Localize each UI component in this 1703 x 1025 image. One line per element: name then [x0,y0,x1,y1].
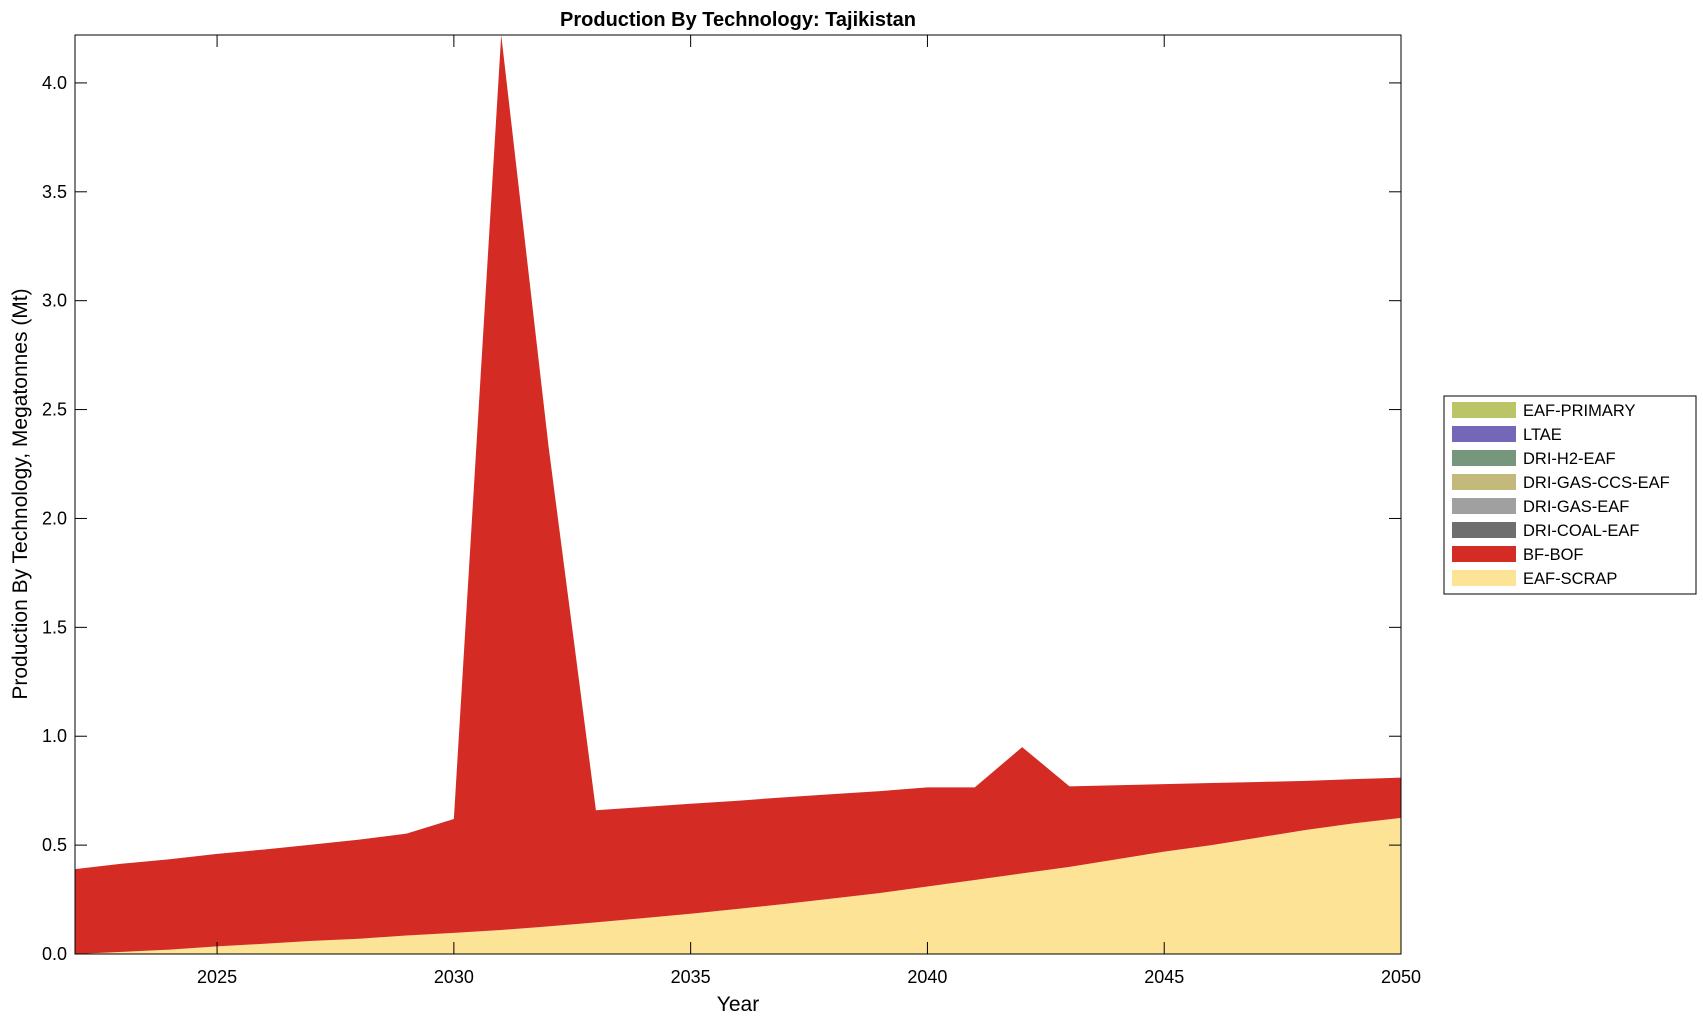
legend-swatch-eaf-scrap [1452,570,1516,586]
legend-label-eaf-primary: EAF-PRIMARY [1523,402,1635,420]
legend-label-bf-bof: BF-BOF [1523,546,1584,564]
stacked-areas [75,35,1401,954]
y-tick-label: 0.5 [42,835,67,855]
y-tick-label: 1.5 [42,617,67,637]
x-tick-label: 2045 [1144,967,1184,987]
legend-label-dri-gas-eaf: DRI-GAS-EAF [1523,498,1629,516]
y-tick-label: 3.0 [42,291,67,311]
axis-ticks: 2025 2030 2035 2040 2045 2050 0.0 0.5 1.0 1.5 2.0 2… [42,35,1421,987]
area-eaf-primary [75,35,1401,870]
y-tick-label: 2.0 [42,508,67,528]
y-tick-label: 3.5 [42,182,67,202]
legend-label-dri-coal-eaf: DRI-COAL-EAF [1523,522,1639,540]
x-tick-label: 2035 [671,967,711,987]
legend-swatch-dri-gas-ccs-eaf [1452,474,1516,490]
x-tick-label: 2040 [907,967,947,987]
y-tick-label: 0.0 [42,944,67,964]
area-dri-gas-ccs-eaf [75,35,1401,870]
y-axis-label: Production By Technology, Megatonnes (Mt… [9,288,32,699]
legend-label-eaf-scrap: EAF-SCRAP [1523,570,1617,588]
area-dri-gas-eaf [75,35,1401,870]
area-eaf-scrap [75,817,1401,954]
area-dri-coal-eaf [75,35,1401,870]
x-tick-label: 2025 [197,967,237,987]
chart-title: Production By Technology: Tajikistan [560,9,916,31]
legend-label-dri-h2-eaf: DRI-H2-EAF [1523,450,1616,468]
legend-swatch-dri-gas-eaf [1452,498,1516,514]
legend-label-ltae: LTAE [1523,426,1562,444]
y-tick-label: 4.0 [42,73,67,93]
y-tick-label: 2.5 [42,400,67,420]
legend-swatch-eaf-primary [1452,402,1516,418]
x-axis-label: Year [717,993,759,1016]
area-ltae [75,35,1401,870]
x-tick-label: 2030 [434,967,474,987]
legend-box [1443,395,1697,595]
y-tick-label: 1.0 [42,726,67,746]
legend: EAF-PRIMARY LTAE DRI-H2-EAF DRI-GAS-CCS-EAF… [1443,395,1697,595]
legend-label-dri-gas-ccs-eaf: DRI-GAS-CCS-EAF [1523,474,1670,492]
legend-swatch-ltae [1452,426,1516,442]
legend-swatch-dri-h2-eaf [1452,450,1516,466]
legend-items: EAF-PRIMARY LTAE DRI-H2-EAF DRI-GAS-CCS-EAF… [1452,402,1670,588]
plot-frame [74,34,1402,955]
area-bf-bof [75,35,1401,954]
area-dri-h2-eaf [75,35,1401,870]
x-tick-label: 2050 [1381,967,1421,987]
legend-swatch-dri-coal-eaf [1452,522,1516,538]
legend-swatch-bf-bof [1452,546,1516,562]
